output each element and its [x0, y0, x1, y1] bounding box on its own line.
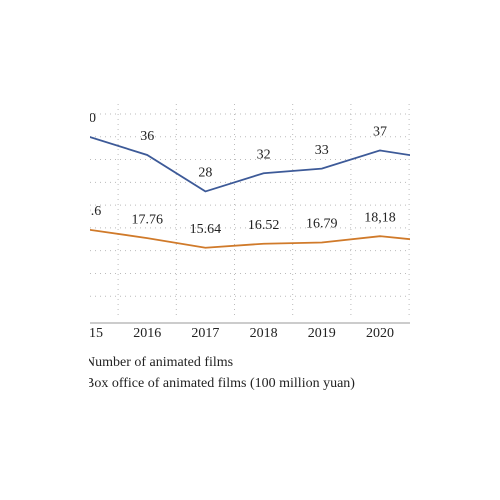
y-tick-label: 40 — [46, 129, 60, 144]
y-tick-label: 30 — [46, 175, 60, 190]
data-label: 16.9 — [426, 216, 451, 231]
plot-area: 0 5 10 15 20 25 30 35 40 45 2015 2016 2017 2018 2019 20… — [46, 104, 452, 341]
y-tick-label: 25 — [46, 197, 60, 212]
y-tick-label: 5 — [53, 288, 60, 303]
legend: Number of animated films Box office of an… — [85, 355, 355, 391]
data-label: 35 — [431, 134, 445, 149]
legend-label: Number of animated films — [85, 355, 233, 370]
data-label: 37 — [373, 125, 387, 140]
x-tick-label: 2019 — [308, 326, 336, 341]
data-label: 19.6 — [77, 204, 102, 219]
x-tick-label: 2018 — [250, 326, 278, 341]
y-tick-label: 20 — [46, 220, 60, 235]
data-label: 17.76 — [131, 212, 163, 227]
data-label: 36 — [140, 129, 154, 144]
data-label: 15.64 — [190, 222, 222, 237]
data-label: 16.52 — [248, 218, 280, 233]
data-label: 32 — [257, 147, 271, 162]
y-tick-label: 35 — [46, 152, 60, 167]
data-label: 40 — [82, 111, 96, 126]
y-tick-label: 0 — [53, 311, 60, 326]
x-tick-label: 2017 — [191, 326, 219, 341]
x-tick-label: 2015 — [75, 326, 103, 341]
series-line — [90, 136, 410, 193]
y-tick-label: 15 — [46, 243, 60, 258]
x-tick-label: 2021 — [424, 326, 452, 341]
x-tick-label: 2016 — [133, 326, 161, 341]
data-label: 18,18 — [364, 210, 396, 225]
legend-label: Box office of animated films (100 millio… — [85, 376, 355, 391]
y-tick-label: 45 — [46, 106, 60, 121]
x-tick-label: 2020 — [366, 326, 394, 341]
series-line — [90, 228, 410, 249]
data-label: 33 — [315, 143, 329, 158]
data-label: 16.79 — [306, 217, 338, 232]
data-label: 28 — [198, 166, 212, 181]
y-tick-label: 10 — [46, 266, 60, 281]
